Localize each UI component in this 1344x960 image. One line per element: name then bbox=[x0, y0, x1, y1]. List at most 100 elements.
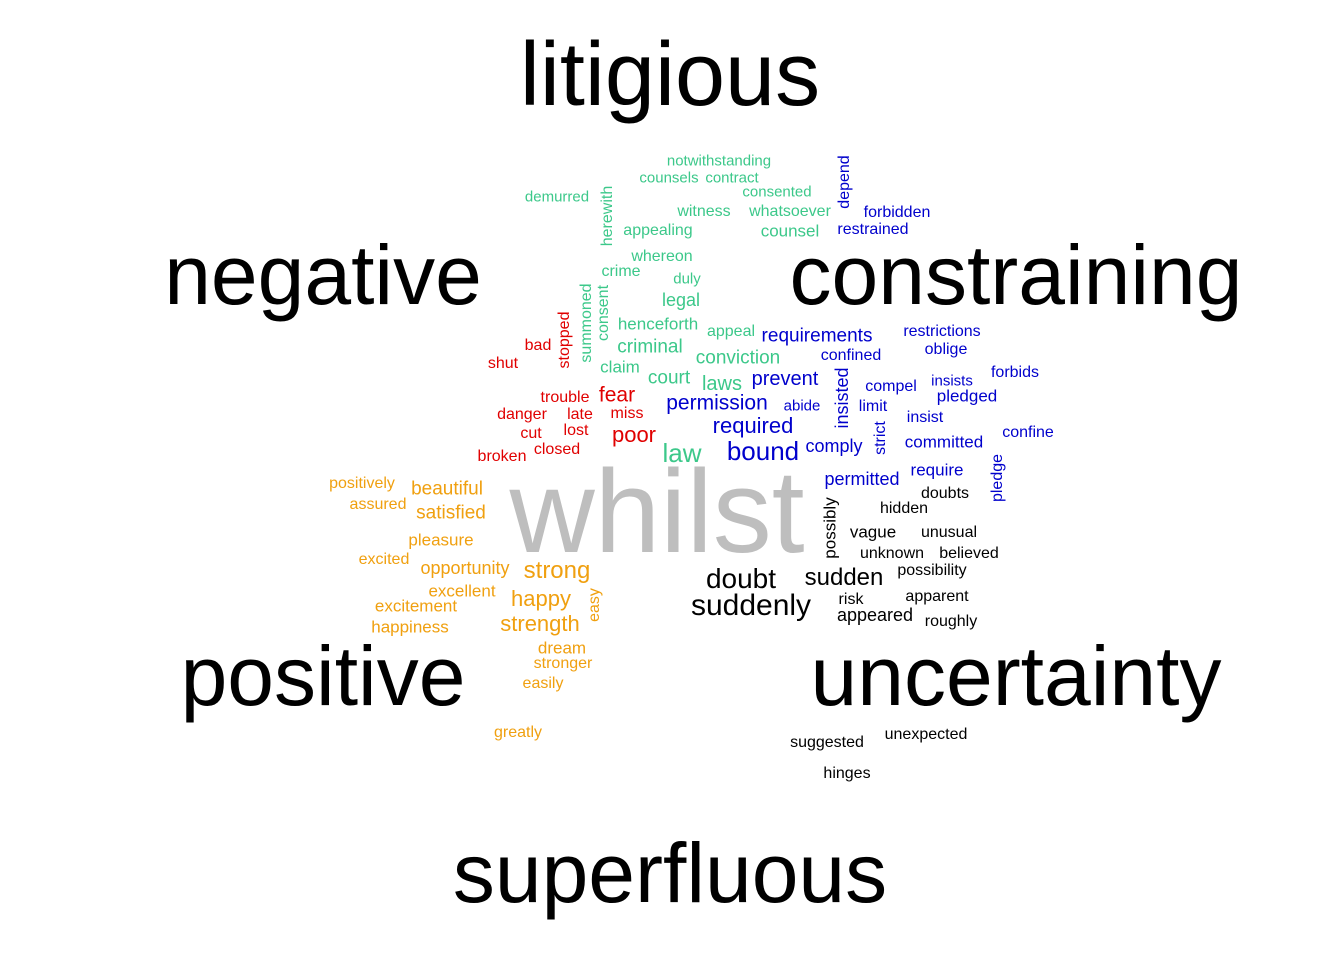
word: suddenly bbox=[690, 589, 812, 622]
word: counsels bbox=[639, 169, 699, 187]
word: depend bbox=[836, 155, 853, 209]
word: suggested bbox=[790, 734, 864, 751]
word: happiness bbox=[371, 617, 449, 637]
word: stopped bbox=[556, 311, 573, 369]
word: hinges bbox=[823, 765, 871, 782]
word: notwithstanding bbox=[666, 152, 772, 170]
word: unusual bbox=[920, 524, 978, 541]
word: laws bbox=[701, 373, 743, 395]
word: oblige bbox=[924, 341, 968, 358]
word: possibility bbox=[897, 562, 967, 579]
word: unexpected bbox=[884, 726, 968, 743]
label-superfluous: superfluous bbox=[452, 826, 888, 920]
word: require bbox=[910, 460, 964, 480]
word: hidden bbox=[879, 500, 929, 517]
word: positively bbox=[329, 475, 395, 492]
word: danger bbox=[497, 406, 547, 423]
word: demurred bbox=[524, 188, 590, 206]
word: happy bbox=[511, 586, 571, 611]
word: contract bbox=[705, 169, 759, 187]
word: court bbox=[647, 367, 691, 389]
word: legal bbox=[661, 290, 701, 310]
word: unknown bbox=[859, 545, 925, 562]
word: law bbox=[662, 438, 702, 468]
word: greatly bbox=[493, 724, 543, 741]
word: doubt bbox=[705, 563, 777, 594]
word: bad bbox=[524, 337, 552, 354]
word: restrictions bbox=[903, 323, 981, 340]
word: broken bbox=[477, 448, 527, 465]
word: strong bbox=[523, 557, 591, 584]
word: assured bbox=[349, 496, 407, 513]
word: insist bbox=[906, 409, 944, 426]
word: claim bbox=[600, 357, 640, 377]
word: committed bbox=[904, 432, 984, 452]
word: cut bbox=[520, 425, 542, 442]
word: witness bbox=[677, 203, 731, 220]
word: conviction bbox=[695, 347, 781, 369]
word: henceforth bbox=[617, 314, 699, 334]
word: limit bbox=[858, 398, 888, 415]
word: fear bbox=[598, 383, 636, 407]
word: abide bbox=[783, 397, 821, 415]
label-constraining: constraining bbox=[789, 228, 1243, 322]
word: summoned bbox=[578, 283, 595, 363]
word: excited bbox=[358, 551, 410, 568]
word: pledged bbox=[936, 386, 998, 406]
word: forbidden bbox=[863, 204, 931, 221]
word: bound bbox=[726, 436, 800, 466]
word: excellent bbox=[428, 581, 496, 601]
label-uncertainty: uncertainty bbox=[810, 629, 1222, 723]
word: shut bbox=[487, 355, 519, 372]
word: satisfied bbox=[416, 502, 486, 524]
word: prevent bbox=[751, 368, 819, 390]
word: criminal bbox=[617, 336, 683, 358]
word: forbids bbox=[990, 364, 1040, 381]
word: roughly bbox=[924, 613, 978, 630]
word: late bbox=[567, 406, 593, 423]
word: permitted bbox=[824, 469, 900, 489]
word: confined bbox=[820, 347, 882, 364]
word: pleasure bbox=[408, 530, 474, 550]
word: opportunity bbox=[420, 558, 510, 578]
label-negative: negative bbox=[164, 228, 482, 322]
word: consented bbox=[742, 183, 812, 201]
word: crime bbox=[601, 263, 641, 280]
word: excitement bbox=[374, 596, 458, 616]
word: possibly bbox=[820, 497, 840, 559]
word: dream bbox=[537, 638, 587, 658]
word: doubts bbox=[920, 485, 970, 502]
word: sudden bbox=[804, 564, 884, 591]
word: confine bbox=[1002, 424, 1054, 441]
word: duly bbox=[673, 270, 701, 288]
word: beautiful bbox=[411, 478, 483, 500]
word: lost bbox=[563, 422, 589, 439]
word: closed bbox=[533, 441, 581, 458]
word: insists bbox=[931, 372, 973, 390]
word: permission bbox=[666, 391, 768, 415]
word: appeal bbox=[706, 323, 756, 340]
word: easily bbox=[522, 675, 564, 692]
label-litigious: litigious bbox=[519, 25, 821, 125]
word: consent bbox=[595, 284, 612, 342]
word: trouble bbox=[540, 389, 590, 406]
word: easy bbox=[586, 588, 603, 622]
word: stronger bbox=[533, 655, 593, 672]
word: appealing bbox=[623, 222, 693, 239]
word: counsel bbox=[760, 221, 820, 241]
word: believed bbox=[939, 545, 999, 562]
label-positive: positive bbox=[180, 629, 466, 723]
word: vague bbox=[849, 522, 897, 542]
center-word: whilst bbox=[509, 446, 805, 578]
word: requirements bbox=[761, 325, 873, 347]
word: restrained bbox=[837, 221, 909, 238]
word: whatsoever bbox=[749, 203, 831, 220]
word: insisted bbox=[832, 367, 852, 429]
word: poor bbox=[611, 422, 657, 447]
word: comply bbox=[805, 436, 863, 456]
word: miss bbox=[610, 405, 644, 422]
word: pledge bbox=[989, 453, 1006, 503]
word: risk bbox=[838, 591, 864, 608]
word: required bbox=[712, 413, 794, 438]
